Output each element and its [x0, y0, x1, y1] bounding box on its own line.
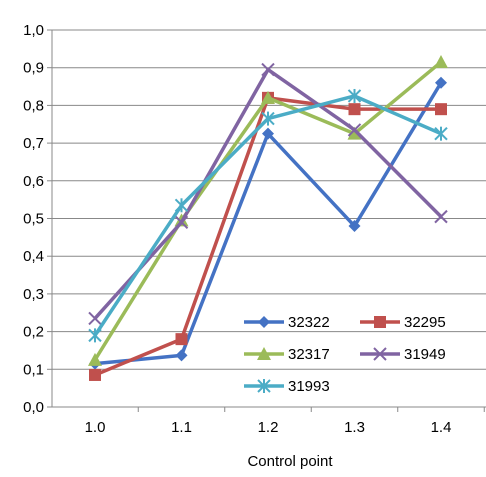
marker-stroke — [88, 311, 102, 326]
data-point — [89, 368, 101, 381]
legend-item-32322: 32322 — [244, 314, 330, 331]
legend-marker — [373, 347, 387, 361]
data-point — [174, 215, 189, 229]
series-32317 — [88, 55, 448, 366]
data-point — [435, 76, 447, 89]
y-tick-label: 0,9 — [23, 60, 44, 77]
data-point — [261, 62, 275, 77]
series-31993 — [88, 88, 448, 343]
y-tick-label: 0,6 — [23, 173, 44, 190]
data-point — [434, 126, 448, 141]
marker-stroke — [261, 62, 275, 77]
data-point — [261, 90, 275, 104]
y-tick-label: 0,3 — [23, 286, 44, 303]
legend-label: 32317 — [288, 346, 330, 363]
legend-item-31993: 31993 — [244, 378, 330, 395]
data-point — [261, 111, 275, 126]
y-tick-label: 0,5 — [23, 211, 44, 228]
series-group — [88, 55, 448, 381]
legend-marker — [257, 379, 271, 393]
legend-label: 32322 — [288, 314, 330, 331]
x-tick-labels: 1.0 1.1 1.2 1.3 1.4 — [85, 419, 452, 436]
marker-stroke — [347, 123, 362, 137]
x-tick-label: 1.2 — [258, 419, 279, 436]
legend-label: 31949 — [404, 346, 446, 363]
legend-marker — [257, 347, 271, 360]
marker-stroke — [174, 215, 189, 229]
data-point — [88, 311, 102, 326]
y-tick-label: 0,2 — [23, 324, 44, 341]
x-tick-label: 1.3 — [344, 419, 365, 436]
legend-item-32295: 32295 — [360, 314, 446, 331]
y-tick-label: 0,8 — [23, 97, 44, 114]
series-line — [93, 60, 443, 361]
marker-stroke — [373, 347, 387, 361]
series-31949 — [88, 62, 448, 326]
data-point — [175, 349, 188, 362]
data-point — [348, 103, 361, 116]
legend-label: 32295 — [404, 314, 446, 331]
data-point — [347, 123, 362, 137]
x-tick-label: 1.1 — [171, 419, 192, 436]
y-tick-labels: 0,0 0,1 0,2 0,3 0,4 0,5 0,6 0,7 0,8 0,9 1,0 — [23, 22, 44, 416]
data-point — [88, 352, 102, 366]
data-point — [347, 88, 362, 103]
x-axis-title: Control point — [247, 453, 333, 470]
data-point — [262, 127, 274, 140]
data-point — [434, 55, 448, 69]
data-point — [88, 328, 102, 343]
y-tick-label: 0,7 — [23, 135, 44, 152]
data-point — [348, 220, 361, 233]
data-point — [434, 209, 448, 224]
y-tick-label: 0,4 — [23, 248, 44, 265]
axes — [51, 30, 486, 412]
y-tick-label: 0,0 — [23, 399, 44, 416]
legend-marker — [258, 316, 270, 328]
data-point — [174, 198, 189, 213]
legend-item-31949: 31949 — [360, 346, 446, 363]
x-tick-label: 1.4 — [431, 419, 452, 436]
legend: 32322 32295 32317 31949 31993 — [244, 314, 446, 395]
x-tick-label: 1.0 — [85, 419, 106, 436]
marker-stroke — [434, 209, 448, 224]
data-point — [435, 103, 447, 116]
data-point — [347, 126, 362, 140]
legend-label: 31993 — [288, 378, 330, 395]
legend-marker — [374, 316, 386, 328]
y-tick-label: 0,1 — [23, 361, 44, 378]
legend-item-32317: 32317 — [244, 346, 330, 363]
data-point — [175, 333, 188, 346]
y-tick-label: 1,0 — [23, 22, 44, 39]
